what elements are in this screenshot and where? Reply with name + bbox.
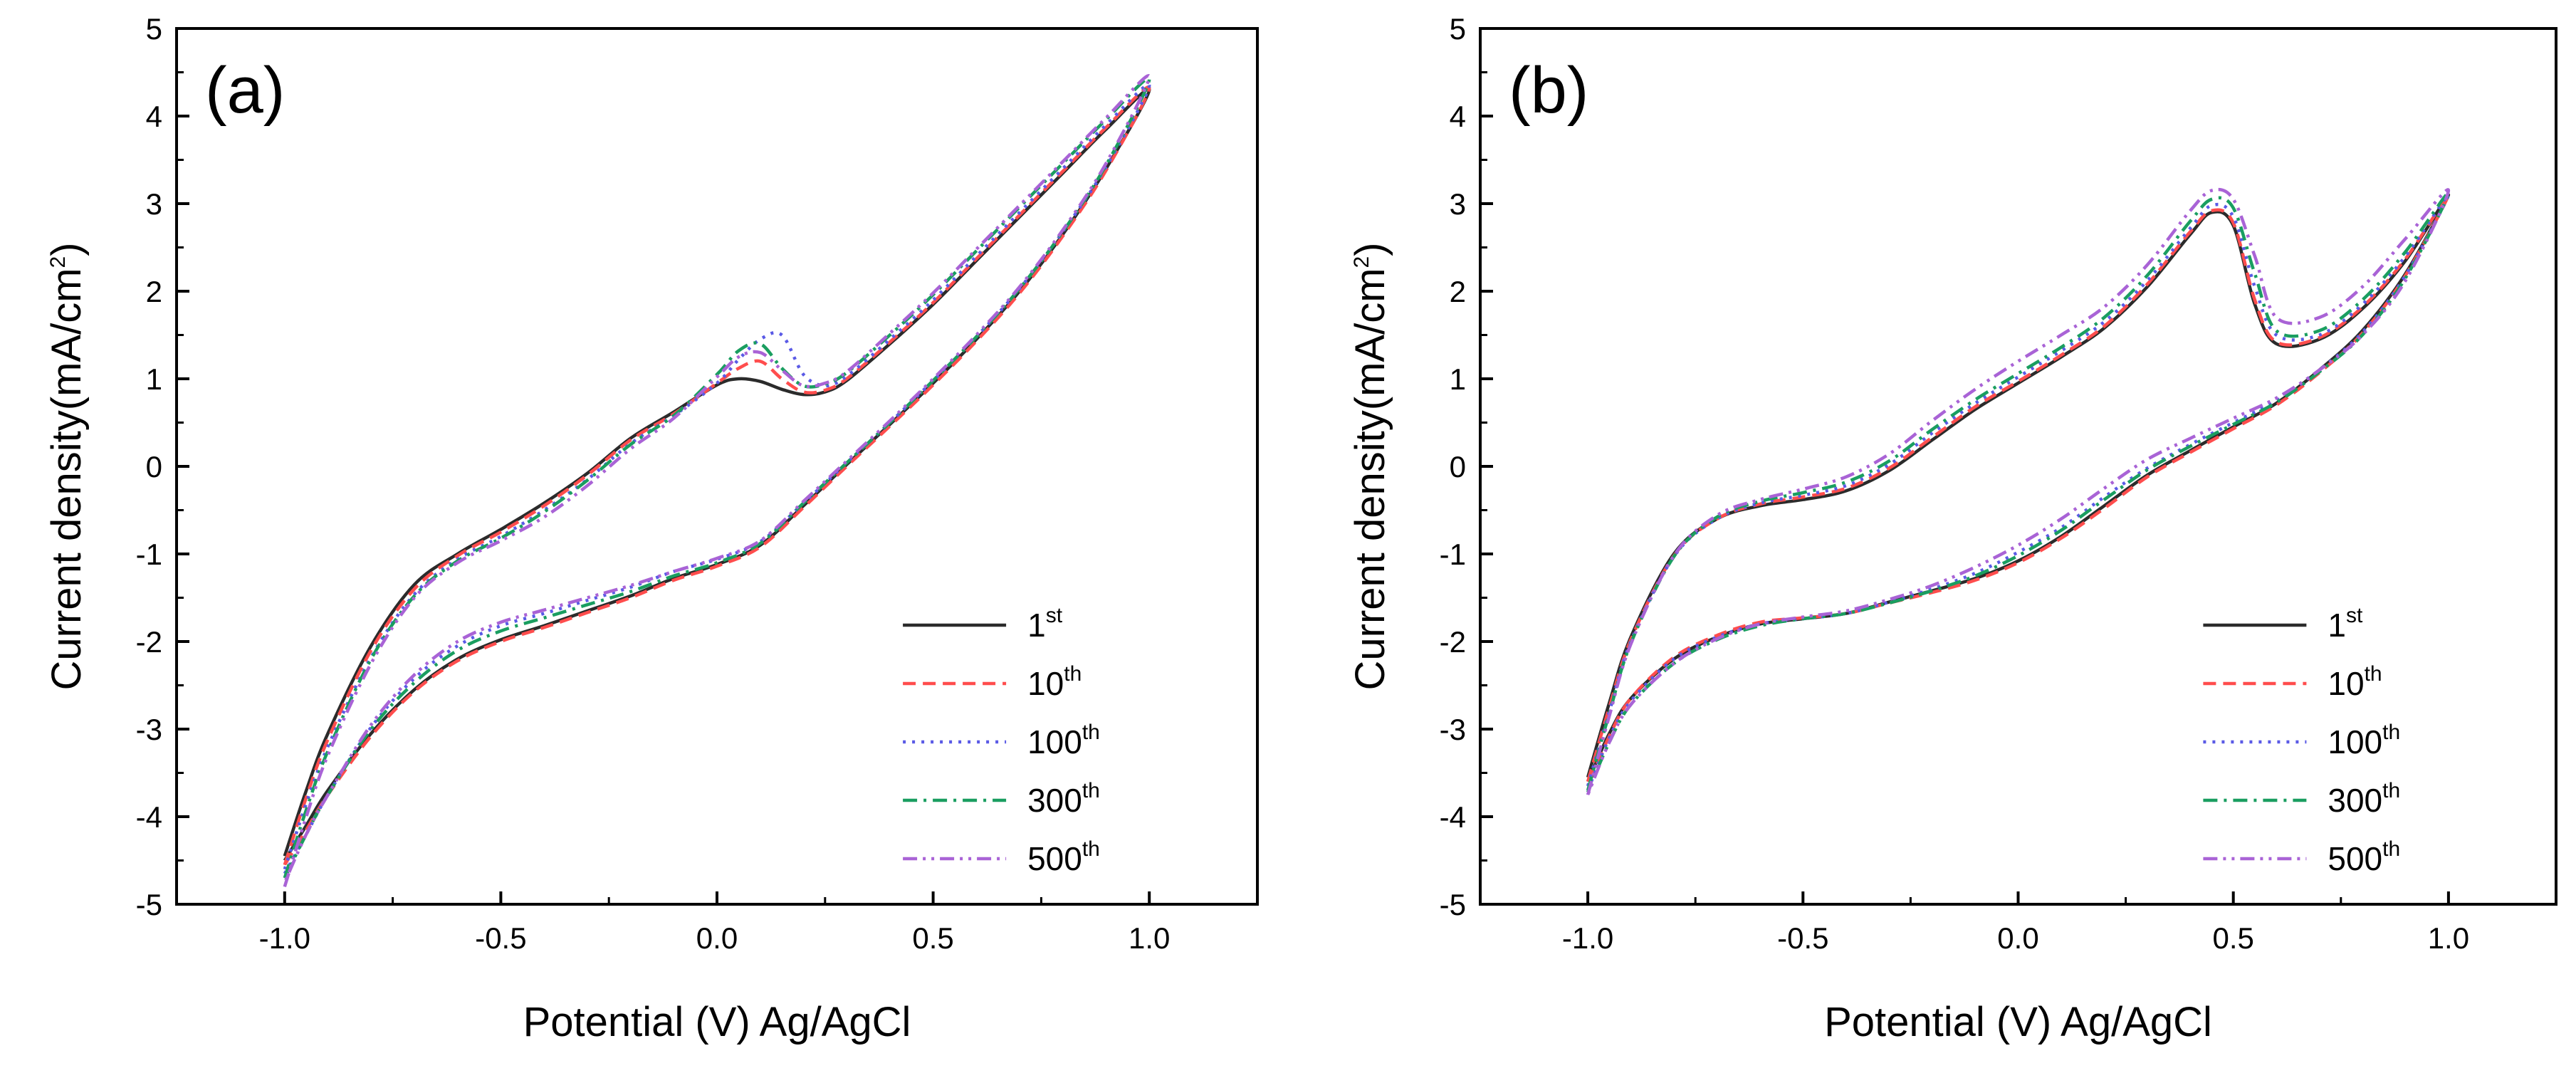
legend-label-1st: 1st — [2328, 604, 2363, 644]
panel-a: -5 -4 -3 -2 -1 0 1 2 3 4 5 -1.0 -0.5 0.0 0.5 1.0 Potenti… — [43, 12, 1259, 1045]
y-tick-label: -1 — [1440, 538, 1466, 571]
y-tick-label: -2 — [136, 625, 162, 659]
x-tick-label: 0.0 — [1997, 921, 2038, 955]
y-tick-label: 3 — [146, 187, 162, 221]
y-tick-label: 2 — [1450, 275, 1466, 308]
legend-label-100th: 100th — [2328, 721, 2400, 760]
y-tick-label: 4 — [1450, 100, 1466, 133]
x-tick-label: 1.0 — [2428, 921, 2469, 955]
y-tick-label: 0 — [146, 450, 162, 483]
legend: 1st 10th 100th 300th 500th — [903, 604, 1100, 877]
legend-label-300th: 300th — [2328, 779, 2400, 819]
y-tick-label: 1 — [1450, 362, 1466, 396]
y-tick-label: 5 — [1450, 12, 1466, 46]
x-tick-label: 0.5 — [2213, 921, 2254, 955]
legend-label-300th: 300th — [1027, 779, 1100, 819]
series-line-10th — [1586, 193, 2451, 787]
y-tick-label: -4 — [136, 800, 162, 834]
panel-b: -5 -4 -3 -2 -1 0 1 2 3 4 5 -1.0 -0.5 0.0 0.5 1.0 Potenti… — [1347, 12, 2557, 1045]
x-tick-label: -1.0 — [1562, 921, 1613, 955]
legend-label-500th: 500th — [2328, 837, 2400, 877]
legend-label-100th: 100th — [1027, 721, 1100, 760]
y-tick-label: 3 — [1450, 187, 1466, 221]
x-tick-label: -0.5 — [475, 921, 526, 955]
y-tick-label: -4 — [1440, 800, 1466, 834]
series-line-500th — [283, 73, 1151, 888]
x-tick-label: 0.0 — [696, 921, 738, 955]
legend-label-500th: 500th — [1027, 837, 1100, 877]
x-tick-label: -1.0 — [259, 921, 310, 955]
x-axis-label: Potential (V) Ag/AgCl — [1824, 999, 2212, 1045]
y-tick-label: -1 — [136, 538, 162, 571]
series-line-100th — [283, 83, 1151, 875]
y-tick-label: -3 — [136, 713, 162, 746]
series-line-300th — [283, 76, 1151, 879]
series-line-500th — [1586, 187, 2451, 796]
series-line-1st — [283, 87, 1151, 862]
x-axis-label: Potential (V) Ag/AgCl — [523, 999, 911, 1045]
series-line-100th — [1586, 193, 2451, 791]
legend-label-10th: 10th — [1027, 662, 1082, 702]
panel-label: (b) — [1509, 54, 1588, 127]
y-tick-label: -2 — [1440, 625, 1466, 659]
x-tick-label: 0.5 — [912, 921, 953, 955]
x-tick-label: 1.0 — [1129, 921, 1170, 955]
panel-label: (a) — [205, 54, 285, 127]
series-line-1st — [1586, 193, 2451, 782]
y-axis-label: Current density(mA/cm2) — [1347, 242, 1393, 690]
y-tick-label: 2 — [146, 275, 162, 308]
series-line-300th — [1586, 191, 2451, 793]
y-tick-label: 4 — [146, 100, 162, 133]
legend-label-1st: 1st — [1027, 604, 1063, 644]
legend: 1st 10th 100th 300th 500th — [2203, 604, 2400, 877]
y-tick-label: -5 — [1440, 888, 1466, 921]
legend-label-10th: 10th — [2328, 662, 2382, 702]
y-tick-label: 1 — [146, 362, 162, 396]
y-tick-label: -5 — [136, 888, 162, 921]
plot-frame — [1479, 27, 2557, 906]
y-axis-label: Current density(mA/cm2) — [43, 242, 90, 690]
y-tick-label: 5 — [146, 12, 162, 46]
y-tick-label: 0 — [1450, 450, 1466, 483]
y-tick-label: -3 — [1440, 713, 1466, 746]
series-line-10th — [283, 85, 1151, 866]
x-tick-label: -0.5 — [1777, 921, 1828, 955]
